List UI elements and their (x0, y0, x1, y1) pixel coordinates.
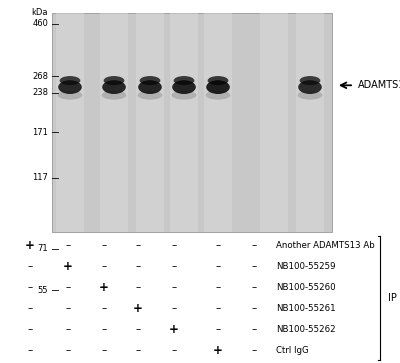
Bar (170, 13, 198, 232)
Ellipse shape (138, 90, 162, 100)
Text: IP: IP (388, 293, 397, 303)
Text: +: + (63, 260, 73, 273)
Text: –: – (135, 240, 141, 250)
Text: –: – (65, 324, 71, 334)
Ellipse shape (140, 76, 160, 85)
Text: +: + (213, 344, 223, 357)
Text: –: – (135, 324, 141, 334)
Text: –: – (215, 261, 221, 271)
Text: –: – (101, 324, 107, 334)
Text: –: – (251, 282, 257, 292)
Text: kDa: kDa (32, 8, 48, 17)
Text: 55: 55 (38, 286, 48, 295)
Ellipse shape (172, 80, 196, 94)
Text: 238: 238 (32, 88, 48, 97)
Text: –: – (101, 345, 107, 355)
Bar (56, 13, 84, 232)
Ellipse shape (298, 80, 322, 94)
Text: NB100-55261: NB100-55261 (276, 304, 336, 313)
Ellipse shape (208, 76, 228, 85)
Text: Another ADAMTS13 Ab: Another ADAMTS13 Ab (276, 241, 375, 249)
Text: –: – (215, 282, 221, 292)
Text: 117: 117 (32, 174, 48, 182)
Bar (204, 13, 232, 232)
Bar (260, 13, 288, 232)
Text: –: – (251, 324, 257, 334)
Ellipse shape (138, 80, 162, 94)
Text: –: – (215, 303, 221, 313)
Text: –: – (27, 324, 33, 334)
Text: 171: 171 (32, 128, 48, 137)
Text: –: – (101, 261, 107, 271)
Text: –: – (171, 282, 177, 292)
Text: –: – (27, 345, 33, 355)
Ellipse shape (60, 76, 80, 85)
Ellipse shape (58, 80, 82, 94)
Ellipse shape (58, 90, 82, 100)
Text: –: – (65, 282, 71, 292)
Bar (296, 13, 324, 232)
Text: –: – (135, 282, 141, 292)
Text: –: – (27, 261, 33, 271)
Text: –: – (135, 345, 141, 355)
Ellipse shape (206, 80, 230, 94)
Bar (136, 13, 164, 232)
Text: ADAMTS13: ADAMTS13 (358, 80, 400, 90)
Text: –: – (65, 240, 71, 250)
Text: –: – (251, 261, 257, 271)
Text: –: – (171, 261, 177, 271)
Text: –: – (251, 345, 257, 355)
Text: –: – (171, 240, 177, 250)
Text: –: – (101, 240, 107, 250)
Text: 71: 71 (37, 244, 48, 253)
Text: +: + (25, 238, 35, 252)
Text: 460: 460 (32, 19, 48, 28)
Text: –: – (27, 282, 33, 292)
Text: –: – (27, 303, 33, 313)
Ellipse shape (298, 90, 322, 100)
Text: +: + (99, 281, 109, 294)
Ellipse shape (174, 76, 194, 85)
Text: –: – (251, 240, 257, 250)
Text: NB100-55262: NB100-55262 (276, 325, 336, 334)
Ellipse shape (206, 90, 230, 100)
Text: –: – (65, 345, 71, 355)
Bar (52, 13, 332, 232)
Ellipse shape (104, 76, 124, 85)
Ellipse shape (300, 76, 320, 85)
Text: –: – (215, 324, 221, 334)
Text: NB100-55259: NB100-55259 (276, 262, 336, 270)
Text: –: – (171, 345, 177, 355)
Ellipse shape (172, 90, 196, 100)
Text: Ctrl IgG: Ctrl IgG (276, 346, 309, 355)
Ellipse shape (102, 90, 126, 100)
Text: –: – (65, 303, 71, 313)
Text: –: – (171, 303, 177, 313)
Text: –: – (215, 240, 221, 250)
Text: –: – (135, 261, 141, 271)
Text: +: + (133, 302, 143, 315)
Ellipse shape (102, 80, 126, 94)
Bar (100, 13, 128, 232)
Text: –: – (251, 303, 257, 313)
Text: –: – (101, 303, 107, 313)
Text: NB100-55260: NB100-55260 (276, 283, 336, 291)
Text: +: + (169, 323, 179, 336)
Text: 268: 268 (32, 72, 48, 81)
